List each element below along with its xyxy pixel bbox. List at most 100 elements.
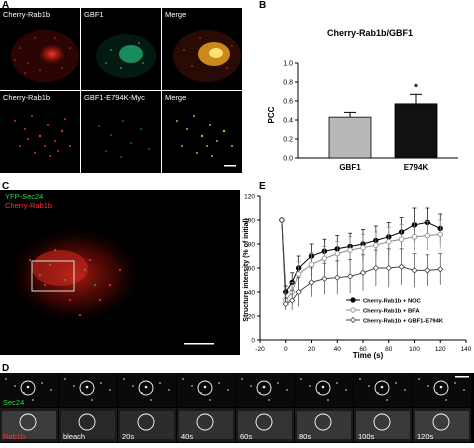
puncta <box>262 385 266 389</box>
signal-area <box>179 411 233 439</box>
y-tick-label: 60 <box>248 266 256 273</box>
label-cherry-rab1b-c: Cherry-Rab1b <box>5 201 53 210</box>
x-tick-label: 140 <box>461 346 472 353</box>
data-point <box>346 273 354 280</box>
puncta <box>150 399 152 401</box>
puncta <box>159 382 161 384</box>
puncta <box>132 385 134 387</box>
roi-circle <box>137 413 155 431</box>
panel-b-bar-chart: Cherry-Rab1b/GBF1 PCC 0.0 0.2 0.4 0.6 0.8 1.0… <box>267 28 458 172</box>
puncta <box>463 389 465 391</box>
series-lines <box>278 207 444 310</box>
puncta <box>227 389 229 391</box>
signal-area <box>61 411 115 439</box>
x-tick-label: 80 <box>385 346 393 353</box>
frame-sec24 <box>236 373 294 407</box>
puncta <box>368 385 370 387</box>
y-tick-label: 0.8 <box>283 80 293 87</box>
label-merge: Merge <box>165 10 187 19</box>
puncta <box>439 385 443 389</box>
puncta <box>427 385 429 387</box>
x-axis-label: Time (s) <box>353 351 384 360</box>
puncta <box>209 399 211 401</box>
y-tick-label: 0.0 <box>283 156 293 163</box>
panel-a-tile-e794k <box>81 91 161 173</box>
puncta <box>14 385 16 387</box>
puncta <box>64 378 66 380</box>
data-point <box>398 236 405 242</box>
puncta <box>395 382 397 384</box>
puncta <box>73 385 75 387</box>
puncta <box>445 399 447 401</box>
cell-green-image <box>96 34 156 78</box>
puncta <box>380 385 384 389</box>
puncta <box>91 399 93 401</box>
frap-strip-image <box>0 373 471 442</box>
data-point <box>372 264 380 272</box>
roi-circle <box>20 380 36 396</box>
roi-circle <box>256 380 272 396</box>
cell-merge-image-2 <box>176 115 236 167</box>
puncta <box>182 378 184 380</box>
data-point <box>411 267 418 274</box>
panel-letter-b: B <box>259 0 267 11</box>
timepoint-label: 60s <box>240 432 253 441</box>
puncta <box>32 399 34 401</box>
puncta <box>85 385 89 389</box>
timepoint-label: bleach <box>63 432 86 441</box>
data-point <box>308 261 315 268</box>
data-point <box>424 232 431 239</box>
timepoint-label: 120s <box>417 432 434 441</box>
signal-area <box>356 411 410 439</box>
x-tick-label: 40 <box>334 346 342 353</box>
data-point <box>359 269 367 276</box>
puncta <box>26 385 30 389</box>
puncta <box>5 378 7 380</box>
series-line <box>281 219 441 294</box>
roi-circle <box>19 413 37 431</box>
legend-label: Cherry-Rab1b + NOC <box>363 298 422 304</box>
roi-circle <box>374 380 390 396</box>
cell-c-image <box>5 225 214 345</box>
label-sec24: Sec24 <box>3 398 25 407</box>
timepoint-label: 100s <box>358 432 375 441</box>
cell-red-image-2 <box>14 115 71 157</box>
y-axis-label: Structure intensity (% of initial) <box>243 218 250 321</box>
puncta <box>336 382 338 384</box>
signal-area <box>297 411 351 439</box>
data-point <box>334 250 340 257</box>
puncta <box>191 385 193 387</box>
x-tick-label: 20 <box>308 346 316 353</box>
legend-label: Cherry-Rab1b + GBF1-E794K <box>363 318 444 324</box>
puncta <box>250 385 252 387</box>
label-yfp-sec24: YFP-Sec24 <box>5 192 44 201</box>
cell-merge-image <box>173 30 241 82</box>
data-point <box>386 238 392 245</box>
significance-marker: * <box>414 82 418 93</box>
panel-a-tile-merge <box>162 8 242 90</box>
x-tick-label: 120 <box>435 346 446 353</box>
scale-bar <box>224 165 236 167</box>
roi-circle <box>197 380 213 396</box>
panel-letter-a: A <box>2 0 10 11</box>
frame-sec24 <box>413 373 471 407</box>
panel-d-strip: Sec24 Rab1b bleach 20s 40s 60s 80s 100s … <box>0 373 474 443</box>
roi-circle <box>432 413 450 431</box>
signal-area <box>238 411 292 439</box>
frame-sec24 <box>354 373 412 407</box>
zoom-box <box>31 260 75 292</box>
roi-circle <box>373 413 391 431</box>
x-tick-label: -20 <box>255 346 265 353</box>
roi-circle <box>196 413 214 431</box>
bars: GBF1 E794K * <box>328 82 438 172</box>
data-point <box>321 275 328 282</box>
roi-circle <box>433 380 449 396</box>
panel-a-image-grid: Cherry-Rab1b GBF1 Merge Cherry-Rab1b GBF… <box>0 8 242 173</box>
puncta <box>418 378 420 380</box>
data-point <box>321 255 328 262</box>
panel-c-image: YFP-Sec24 Cherry-Rab1b <box>0 190 240 355</box>
legend-label: Cherry-Rab1b + BFA <box>363 308 420 314</box>
roi-circle <box>255 413 273 431</box>
timepoint-label: 80s <box>299 432 312 441</box>
y-tick-label: 0.2 <box>283 137 293 144</box>
